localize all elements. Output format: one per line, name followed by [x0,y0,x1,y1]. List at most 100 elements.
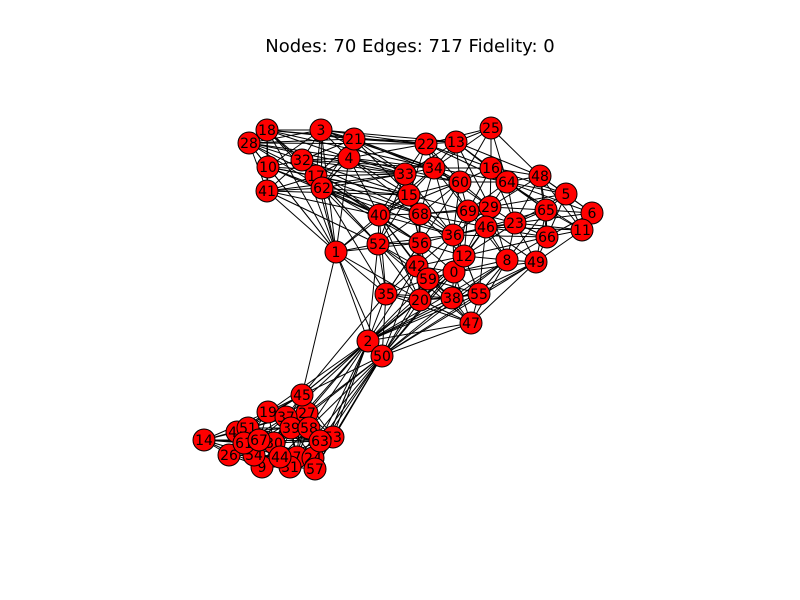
node-8: 8 [495,248,519,272]
node-circle [342,127,366,151]
node-circle [479,116,503,140]
node-15: 15 [397,183,421,207]
node-18: 18 [255,118,279,142]
edge-62-15 [321,187,410,196]
node-65: 65 [534,198,558,222]
node-label: 19 [259,405,277,421]
node-label: 38 [443,291,461,307]
node-circle [290,383,314,407]
node-32: 32 [290,148,314,172]
node-57: 57 [303,457,327,481]
edge-5-29 [489,193,567,208]
node-63: 63 [308,429,332,453]
node-69: 69 [456,199,480,223]
edge-33-36 [404,173,454,236]
edge-45-35 [301,293,387,396]
node-29: 29 [478,195,502,219]
node-circle [268,445,292,469]
node-49: 49 [524,250,548,274]
edge-50-38 [381,297,453,357]
node-48: 48 [528,164,552,188]
node-label: 10 [259,160,277,176]
node-label: 3 [317,123,326,139]
node-layer: 0123456789101112131415161718192021222324… [192,116,604,481]
node-label: 69 [459,204,477,220]
node-circle [479,156,503,180]
node-33: 33 [393,162,417,186]
node-50: 50 [370,344,394,368]
node-label: 67 [250,433,268,449]
node-circle [452,244,476,268]
node-39: 39 [279,416,303,440]
edge-62-33 [321,173,406,189]
edge-1-2 [335,251,369,342]
node-44: 44 [268,445,292,469]
node-68: 68 [408,202,432,226]
node-circle [290,148,314,172]
node-label: 29 [481,200,499,216]
node-2: 2 [356,329,380,353]
node-38: 38 [440,286,464,310]
edge-2-63 [319,340,369,442]
edge-10-33 [267,166,406,175]
node-circle [467,282,491,306]
node-circle [580,201,604,225]
node-label: 50 [373,349,391,365]
node-20: 20 [408,288,432,312]
node-circle [440,286,464,310]
edge-11-46 [485,226,583,231]
node-label: 57 [306,462,324,478]
node-circle [308,429,332,453]
node-circle [416,267,440,291]
node-circle [237,131,261,155]
node-4: 4 [337,146,361,170]
node-label: 33 [396,167,414,183]
node-label: 36 [444,228,462,244]
node-circle [503,211,527,235]
node-circle [408,231,432,255]
edge-40-36 [378,214,454,236]
edge-2-38 [367,297,453,342]
node-6: 6 [580,201,604,225]
node-circle [459,311,483,335]
node-circle [495,248,519,272]
node-46: 46 [474,215,498,239]
edge-1-18 [266,129,337,253]
node-59: 59 [416,267,440,291]
node-label: 25 [482,121,500,137]
edge-2-8 [367,259,508,342]
node-label: 49 [527,255,545,271]
node-circle [393,162,417,186]
edge-50-8 [381,259,508,357]
edge-53-50 [332,355,383,438]
node-55: 55 [467,282,491,306]
node-label: 2 [364,334,373,350]
node-circle [495,170,519,194]
node-14: 14 [192,428,216,452]
node-circle [255,179,279,203]
node-52: 52 [366,232,390,256]
node-label: 11 [573,223,591,239]
node-label: 40 [370,208,388,224]
node-66: 66 [535,225,559,249]
node-circle [528,164,552,188]
node-label: 13 [447,135,465,151]
node-64: 64 [495,170,519,194]
edge-1-41 [266,190,337,253]
edge-33-52 [377,173,406,245]
node-3: 3 [309,118,333,142]
node-label: 63 [311,434,329,450]
node-label: 46 [477,220,495,236]
node-circle [408,202,432,226]
node-1: 1 [324,240,348,264]
node-label: 64 [498,175,516,191]
node-45: 45 [290,383,314,407]
node-circle [310,176,334,200]
node-10: 10 [256,155,280,179]
node-circle [303,457,327,481]
node-label: 39 [282,421,300,437]
node-label: 55 [470,287,488,303]
edge-21-13 [353,138,457,143]
node-11: 11 [570,218,594,242]
